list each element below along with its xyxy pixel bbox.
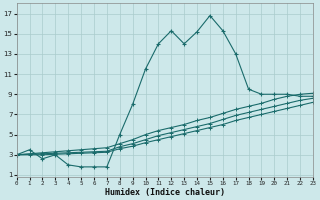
X-axis label: Humidex (Indice chaleur): Humidex (Indice chaleur) (105, 188, 225, 197)
